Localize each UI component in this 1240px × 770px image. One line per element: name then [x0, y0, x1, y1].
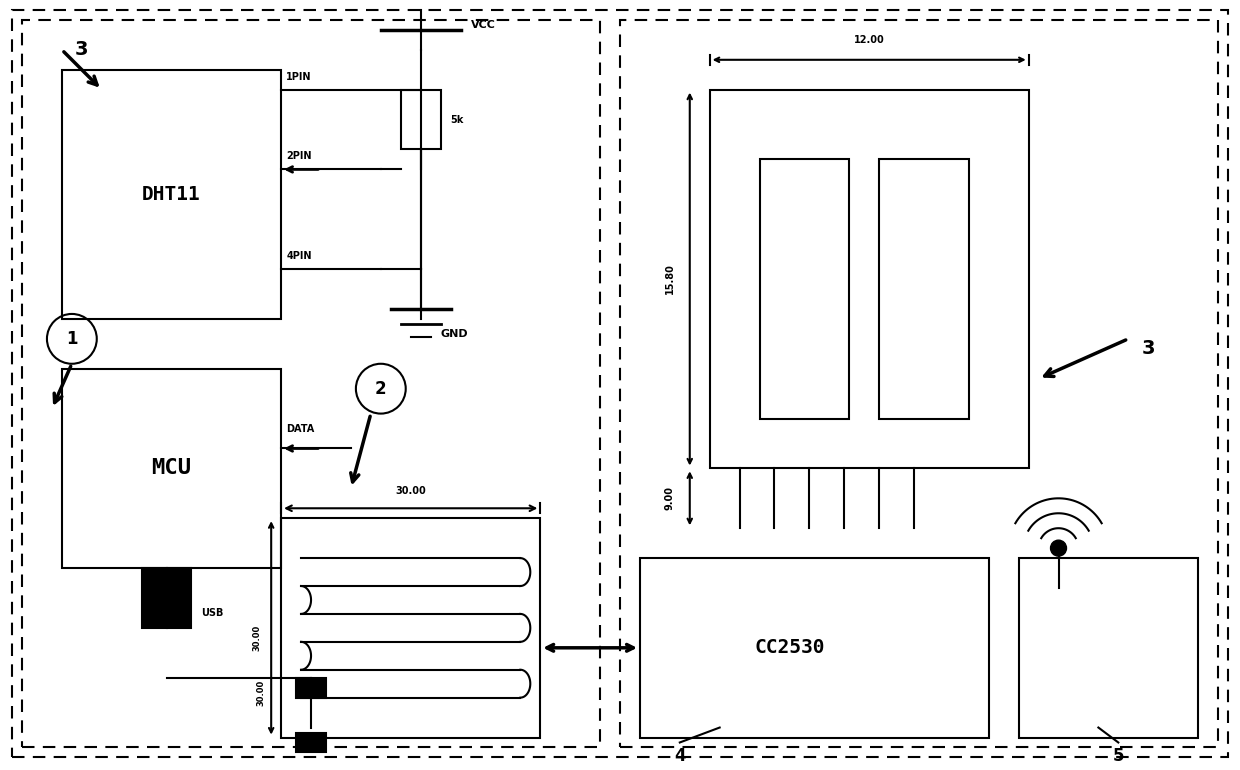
Text: VCC: VCC [470, 20, 496, 30]
Text: 30.00: 30.00 [257, 680, 265, 706]
Text: 3: 3 [1142, 340, 1154, 358]
Text: 5k: 5k [450, 115, 464, 125]
Text: CC2530: CC2530 [754, 638, 825, 658]
Text: 3: 3 [76, 40, 88, 59]
Text: GND: GND [440, 329, 469, 339]
Text: 1PIN: 1PIN [286, 72, 311, 82]
Text: 2: 2 [374, 380, 387, 397]
Text: 2PIN: 2PIN [286, 152, 311, 162]
Bar [281, 518, 541, 738]
Bar [640, 558, 988, 738]
Text: 9.00: 9.00 [665, 487, 675, 511]
Text: 12.00: 12.00 [854, 35, 884, 45]
Bar [709, 89, 1029, 468]
Bar [879, 159, 968, 419]
Text: 1: 1 [66, 330, 78, 348]
Bar [1018, 558, 1198, 738]
Text: DHT11: DHT11 [143, 185, 201, 204]
Text: 30.00: 30.00 [396, 487, 427, 497]
Text: DATA: DATA [286, 424, 315, 434]
Bar [62, 369, 281, 568]
Bar [401, 89, 440, 149]
Text: 4: 4 [675, 748, 686, 765]
Text: 5: 5 [1112, 748, 1125, 765]
Text: MCU: MCU [151, 458, 192, 478]
Bar [296, 732, 326, 752]
Bar [141, 568, 191, 628]
Bar [760, 159, 849, 419]
Bar [296, 678, 326, 698]
Circle shape [1050, 541, 1066, 556]
Text: 4PIN: 4PIN [286, 251, 311, 261]
Text: 15.80: 15.80 [665, 263, 675, 294]
Bar [62, 70, 281, 319]
Text: 30.00: 30.00 [252, 624, 262, 651]
Text: USB: USB [201, 608, 223, 618]
